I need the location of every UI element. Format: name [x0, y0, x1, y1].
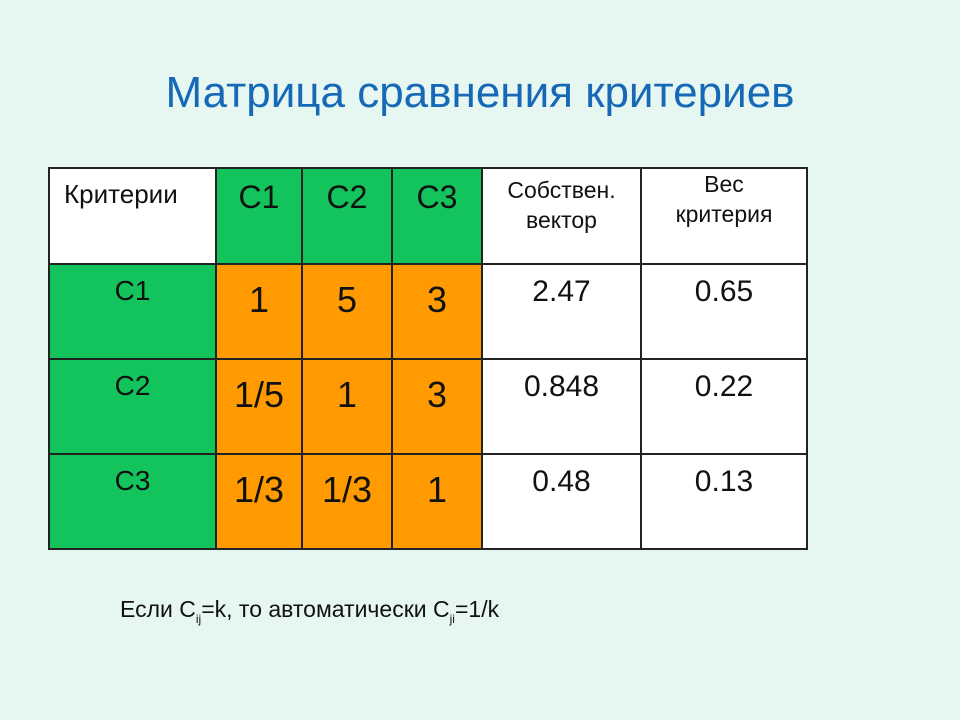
cell-c1-c2: 5 [301, 263, 393, 360]
row-label-c2: C2 [48, 358, 217, 455]
cell-c3-c3: 1 [391, 453, 483, 550]
header-eigenvector-line1: Собствен. [507, 177, 616, 203]
header-eigenvector: Собствен. вектор [481, 167, 642, 265]
header-c3: C3 [391, 167, 483, 265]
header-criteria: Критерии [48, 167, 217, 265]
cell-c1-c3: 3 [391, 263, 483, 360]
eigen-c1: 2.47 [481, 263, 642, 360]
cell-c3-c1: 1/3 [215, 453, 303, 550]
weight-c1: 0.65 [640, 263, 808, 360]
reciprocity-note: Если Cij=k, то автоматически Cji=1/k [120, 596, 500, 626]
header-c2: C2 [301, 167, 393, 265]
header-c1: C1 [215, 167, 303, 265]
table-header-row: Критерии C1 C2 C3 Собствен. вектор Вес кри… [48, 167, 808, 265]
weight-c3: 0.13 [640, 453, 808, 550]
table-row: C1 1 5 3 2.47 0.65 [48, 263, 808, 360]
cell-c2-c1: 1/5 [215, 358, 303, 455]
header-eigenvector-line2: вектор [526, 207, 597, 233]
cell-c3-c2: 1/3 [301, 453, 393, 550]
cell-c2-c3: 3 [391, 358, 483, 455]
eigen-c2: 0.848 [481, 358, 642, 455]
eigen-c3: 0.48 [481, 453, 642, 550]
row-label-c3: C3 [48, 453, 217, 550]
slide-title: Матрица сравнения критериев [165, 68, 795, 117]
table-row: C3 1/3 1/3 1 0.48 0.13 [48, 453, 808, 550]
cell-c1-c1: 1 [215, 263, 303, 360]
header-weight-line2: критерия [675, 201, 773, 227]
header-weight: Вес критерия [640, 167, 808, 265]
row-label-c1: C1 [48, 263, 217, 360]
header-weight-line1: Вес [704, 171, 744, 197]
weight-c2: 0.22 [640, 358, 808, 455]
table-row: C2 1/5 1 3 0.848 0.22 [48, 358, 808, 455]
comparison-matrix-table: Критерии C1 C2 C3 Собствен. вектор Вес кри… [48, 167, 808, 550]
cell-c2-c2: 1 [301, 358, 393, 455]
